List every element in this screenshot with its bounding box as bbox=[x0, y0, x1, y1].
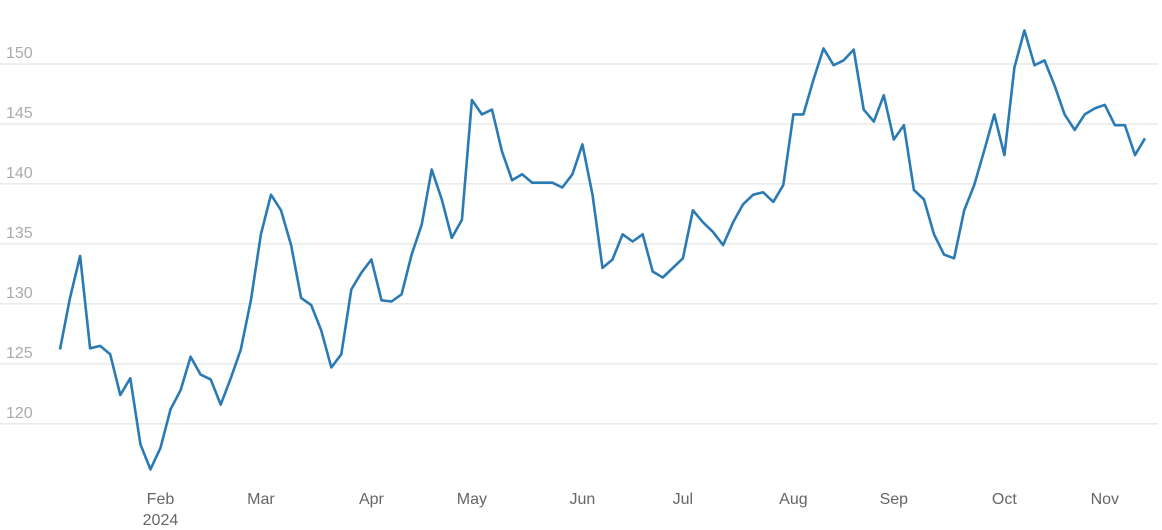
line bbox=[58, 29, 1147, 471]
x-sublabel: 2024 bbox=[143, 512, 179, 529]
x-tick-label: May bbox=[457, 491, 487, 508]
x-tick-label: Sep bbox=[880, 491, 909, 508]
y-tick-label: 150 bbox=[6, 45, 33, 62]
x-tick-label: Apr bbox=[359, 491, 385, 508]
y-tick-label: 140 bbox=[6, 165, 33, 182]
y-tick-label: 125 bbox=[6, 345, 33, 362]
y-tick-label: 120 bbox=[6, 405, 33, 422]
x-tick-label: Jun bbox=[570, 491, 596, 508]
y-tick-label: 130 bbox=[6, 285, 33, 302]
x-tick-label: Aug bbox=[779, 491, 807, 508]
x-tick-label: Mar bbox=[247, 491, 275, 508]
x-tick-label: Jul bbox=[673, 491, 693, 508]
x-tick-label: Feb bbox=[147, 491, 175, 508]
x-tick-label: Nov bbox=[1091, 491, 1119, 508]
y-tick-label: 135 bbox=[6, 225, 33, 242]
x-tick-label: Oct bbox=[992, 491, 1017, 508]
y-tick-label: 145 bbox=[6, 105, 33, 122]
